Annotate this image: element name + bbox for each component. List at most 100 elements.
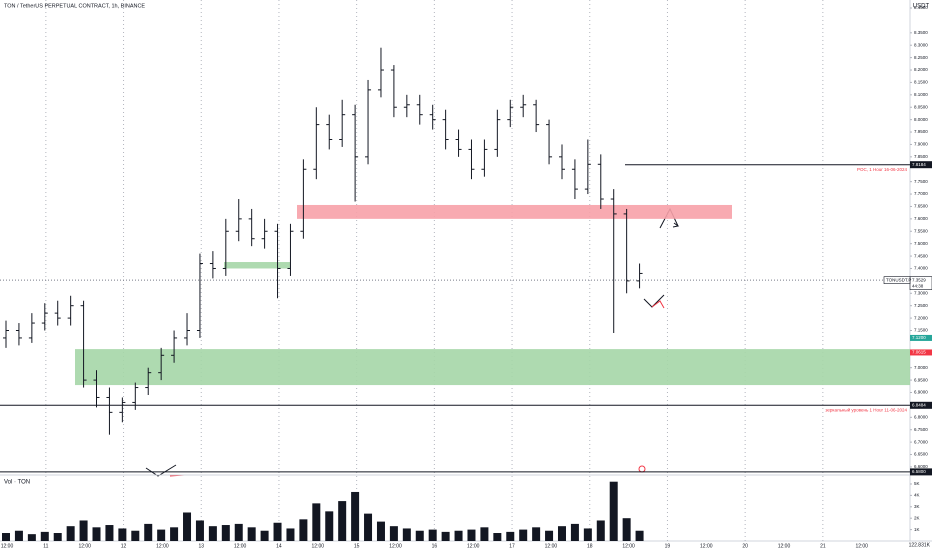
volume-bar xyxy=(118,528,127,541)
volume-bar xyxy=(144,523,153,541)
volume-bar xyxy=(208,526,217,541)
drawings xyxy=(145,207,680,477)
ohlc-bar xyxy=(468,139,475,180)
countdown: 44:38 xyxy=(912,283,924,288)
ohlc-bar xyxy=(3,320,9,348)
ohlc-bar xyxy=(442,109,449,150)
volume-bar xyxy=(506,531,515,541)
ohlc-bar xyxy=(80,300,87,388)
ohlc-bar xyxy=(339,99,346,147)
ohlc-bar xyxy=(158,347,165,381)
volume-bar xyxy=(389,526,398,541)
volume-bar xyxy=(338,501,347,541)
level-price-box xyxy=(910,161,932,169)
ohlc-bar xyxy=(67,295,74,326)
ohlc-bar xyxy=(326,114,333,150)
volume-bar xyxy=(493,533,502,541)
level-price: 6.5800 xyxy=(912,469,926,474)
volume-bar xyxy=(622,518,631,541)
volume-bar xyxy=(221,525,230,541)
level-text: зеркальный уровень 1 Hour 11-06-2024 xyxy=(825,406,907,412)
volume-bar xyxy=(428,529,437,541)
ohlc-bar xyxy=(119,397,126,423)
volume-bar xyxy=(131,530,140,541)
volume-bar xyxy=(570,523,579,541)
x-tick-label: 20 xyxy=(742,543,748,549)
y-tick-label: 6.9000 xyxy=(914,390,928,395)
y-tick-label: 8.3500 xyxy=(914,30,928,35)
y-tick-label: 8.4500 xyxy=(914,5,928,10)
x-tick-label: 18 xyxy=(587,543,593,549)
volume-total: 122.831K xyxy=(909,542,931,548)
zone xyxy=(224,262,290,269)
volume-bar xyxy=(415,530,424,541)
y-tick-label: 8.2000 xyxy=(914,67,928,72)
level-price-box xyxy=(910,401,932,409)
ohlc-bar xyxy=(313,107,320,180)
y-tick-label: 7.4000 xyxy=(914,266,928,271)
ohlc-bar xyxy=(455,129,462,157)
volume-bar xyxy=(376,521,385,541)
volume-bar xyxy=(557,526,566,541)
y-tick-label: 7.4500 xyxy=(914,253,928,258)
x-tick-label: 17 xyxy=(509,543,515,549)
ohlc-bar xyxy=(546,119,553,165)
ohlc-bar xyxy=(636,263,643,289)
zone-price-box xyxy=(910,334,932,341)
x-tick-label: 12 xyxy=(121,543,127,549)
x-tick-label: 12:00 xyxy=(622,543,635,549)
current-price: 7.3529 xyxy=(912,277,926,282)
volume-bar xyxy=(247,527,256,541)
ohlc-bar xyxy=(377,47,384,98)
volume-bar xyxy=(105,525,114,541)
ohlc-bar xyxy=(54,300,61,326)
y-tick-label: 7.1500 xyxy=(914,328,928,333)
arrow-drawing xyxy=(145,464,177,477)
x-tick-label: 12:00 xyxy=(545,543,558,549)
x-tick-label: 12:00 xyxy=(156,543,169,549)
x-tick-label: 12:00 xyxy=(234,543,247,549)
ohlc-bar xyxy=(132,382,139,410)
volume-bar xyxy=(40,531,49,541)
ohlc-bar xyxy=(416,94,423,125)
y-tick-label: 7.7000 xyxy=(914,191,928,196)
y-tick-label: 6.9500 xyxy=(914,377,928,382)
volume-bar xyxy=(79,520,88,541)
ohlc-bar xyxy=(481,139,488,177)
volume-bar xyxy=(454,530,463,541)
volume-bar xyxy=(351,491,360,541)
level-price: 6.8484 xyxy=(912,402,926,407)
volume-bar xyxy=(53,533,62,541)
ohlc-bar xyxy=(558,144,565,180)
volume-tick-label: 1K xyxy=(914,527,920,532)
x-tick-label: 12:00 xyxy=(700,543,713,549)
arrow-head xyxy=(672,222,680,228)
ohlc-bar xyxy=(274,223,281,299)
ohlc-bar xyxy=(429,104,436,130)
zone xyxy=(297,204,732,219)
ohlc-bar xyxy=(507,99,514,128)
volume-bar xyxy=(609,481,618,541)
chart-title: TON / TetherUS PERPETUAL CONTRACT, 1h, B… xyxy=(4,3,145,9)
x-tick-label: 16 xyxy=(432,543,438,549)
volume-bar xyxy=(195,520,204,541)
volume-bar xyxy=(14,530,23,541)
volume-bar xyxy=(157,529,166,541)
ohlc-bar xyxy=(584,139,591,195)
ohlc-bar xyxy=(597,154,604,209)
ohlc-bar xyxy=(287,223,294,276)
ohlc-bar xyxy=(403,94,410,118)
volume-bar xyxy=(66,526,75,541)
y-tick-label: 7.8500 xyxy=(914,154,928,159)
volume-tick-label: 5K xyxy=(914,481,920,486)
symbol-label: TONUSDT.P xyxy=(886,277,911,282)
level-text: POC, 1 Hour 16-06-2024 xyxy=(857,167,908,172)
y-tick-label: 6.8000 xyxy=(914,415,928,420)
ohlc-bar xyxy=(184,313,191,346)
volume-tick-label: 2K xyxy=(914,515,920,520)
ohlc-bar xyxy=(235,199,242,242)
volume-bar xyxy=(273,522,282,541)
volume-tick-label: 4K xyxy=(914,493,920,498)
volume-bar xyxy=(480,527,489,541)
